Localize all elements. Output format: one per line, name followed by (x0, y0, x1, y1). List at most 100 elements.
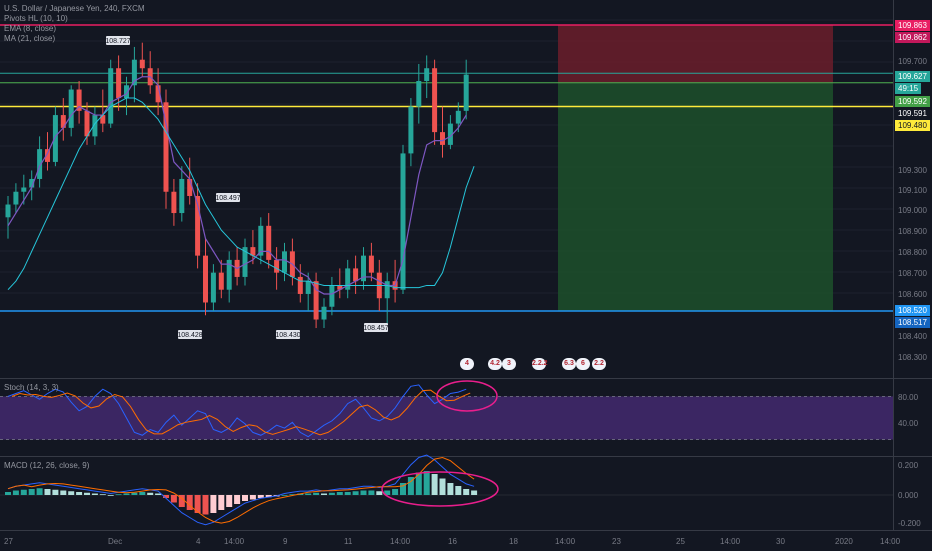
candle-body (21, 187, 27, 192)
macd-histogram-bar (447, 483, 454, 495)
take-profit-zone (558, 82, 833, 312)
macd-histogram-bar (336, 492, 343, 495)
macd-histogram-bar (147, 492, 154, 495)
macd-histogram-bar (28, 489, 35, 495)
time-tick: 14:00 (880, 537, 901, 546)
macd-histogram-bar (321, 493, 327, 495)
pane-divider[interactable] (0, 378, 932, 379)
macd-histogram-bar (360, 490, 367, 495)
macd-histogram-bar (68, 491, 75, 495)
pane-divider[interactable] (0, 456, 932, 457)
macd-histogram-bar (471, 490, 478, 495)
candle-body (384, 281, 390, 299)
chart-legend: U.S. Dollar / Japanese Yen, 240, FXCM Pi… (4, 4, 145, 44)
macd-pane[interactable]: MACD (12, 26, close, 9) (0, 454, 893, 529)
candle-body (258, 225, 264, 256)
pivot-label-bg (276, 330, 300, 339)
pivot-label-bg (216, 193, 240, 202)
price-tick: 108.900 (898, 227, 927, 236)
candle-body (432, 68, 438, 133)
macd-legend[interactable]: MACD (12, 26, close, 9) (4, 461, 90, 470)
event-icon[interactable]: 6 (576, 358, 590, 370)
price-chart-pane[interactable]: 108.727 108.497 108.428 108.430 108.457 U.S.… (0, 0, 893, 378)
candle-body (210, 272, 216, 303)
price-tick: 109.700 (898, 57, 927, 66)
candle-body (92, 115, 98, 137)
event-icon[interactable]: 4 (460, 358, 474, 370)
event-icon[interactable]: 2.2 (592, 358, 606, 370)
pivot-label-bg (106, 36, 130, 45)
event-icon[interactable]: 4.2 (488, 358, 502, 370)
candle-body (155, 85, 161, 103)
price-tick: 109.300 (898, 166, 927, 175)
time-tick: 27 (4, 537, 13, 546)
candle-body (45, 149, 50, 162)
pivot-label: 108.457 (363, 325, 388, 332)
macd-histogram-bar (123, 493, 130, 495)
candle-body (313, 281, 319, 320)
stoch-k-line (7, 384, 467, 438)
candle-body (416, 81, 422, 107)
macd-histogram-bar (313, 492, 320, 495)
macd-histogram-bar (36, 488, 43, 495)
candle-body (187, 178, 193, 197)
annotation-circle (436, 380, 498, 412)
macd-histogram-bar (178, 495, 185, 507)
macd-histogram-bar (20, 489, 27, 495)
stoch-chart (0, 380, 893, 440)
macd-histogram-bar (407, 477, 414, 495)
macd-histogram-bar (384, 490, 391, 495)
candle-body (337, 285, 343, 290)
price-label: 109.591 (895, 108, 930, 119)
event-icon[interactable]: 6.3 (562, 358, 576, 370)
candle-body (60, 115, 66, 128)
candle-body (305, 281, 311, 294)
macd-axis[interactable]: 0.200 0.000 -0.200 (893, 457, 932, 530)
candle-body (455, 110, 461, 124)
stoch-axis[interactable]: 80.00 40.00 (893, 379, 932, 456)
stoch-band (0, 396, 893, 440)
price-label-support: 108.520 (895, 305, 930, 316)
candle-body (400, 153, 406, 290)
stoch-legend[interactable]: Stoch (14, 3, 3) (4, 383, 59, 392)
macd-histogram-bar (107, 495, 114, 496)
candle-body (226, 259, 232, 290)
event-icon[interactable]: 3 (502, 358, 516, 370)
time-tick: 14:00 (390, 537, 411, 546)
macd-chart (0, 454, 893, 526)
event-icon[interactable]: 2.2.2 (532, 358, 548, 370)
time-tick: 2020 (835, 537, 853, 546)
stoch-pane[interactable]: Stoch (14, 3, 3) (0, 379, 893, 456)
candle-body (179, 178, 185, 214)
macd-histogram-bar (186, 495, 193, 510)
candle-body (131, 59, 137, 86)
stoch-tick: 40.00 (898, 419, 919, 428)
macd-histogram-bar (257, 495, 264, 498)
macd-histogram-bar (423, 471, 430, 495)
ma-indicator-label[interactable]: MA (21, close) (4, 34, 56, 43)
candle-body (171, 191, 177, 214)
candle-body (108, 68, 114, 124)
price-chart[interactable]: 108.727 108.497 108.428 108.430 108.457 (0, 0, 893, 378)
time-axis[interactable]: 27 Dec 4 14:00 9 11 14:00 16 18 14:00 23… (0, 530, 932, 551)
stop-loss-zone (558, 25, 833, 83)
candle-body (84, 110, 90, 137)
candle-body (5, 204, 11, 218)
pivots-indicator-label[interactable]: Pivots HL (10, 10) (4, 14, 68, 23)
annotation-circle (381, 471, 499, 507)
candle-body (163, 102, 169, 192)
candle-body (361, 255, 366, 282)
candle-body (282, 251, 287, 273)
macd-histogram-bar (5, 492, 11, 495)
candle-body (139, 59, 145, 69)
ema-indicator-label[interactable]: EMA (8, close) (4, 24, 57, 33)
macd-histogram-bar (431, 474, 438, 495)
candle-body (52, 115, 58, 162)
symbol-title[interactable]: U.S. Dollar / Japanese Yen, 240, FXCM (4, 4, 145, 13)
candle-body (447, 123, 453, 145)
ema-line (7, 76, 467, 295)
candle-body (242, 247, 248, 277)
price-label-yellow: 109.480 (895, 120, 930, 131)
macd-histogram-bar (249, 495, 256, 500)
macd-histogram-bar (226, 495, 233, 507)
